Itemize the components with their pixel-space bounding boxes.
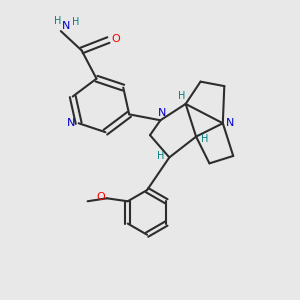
Text: H: H	[157, 151, 165, 161]
Text: O: O	[111, 34, 120, 44]
Text: H: H	[54, 16, 61, 26]
Text: N: N	[158, 108, 166, 118]
Text: H: H	[72, 16, 80, 27]
Text: H: H	[201, 134, 208, 144]
Text: H: H	[178, 91, 185, 100]
Text: N: N	[67, 118, 75, 128]
Text: O: O	[96, 192, 105, 202]
Text: N: N	[62, 21, 70, 31]
Text: N: N	[226, 118, 234, 128]
